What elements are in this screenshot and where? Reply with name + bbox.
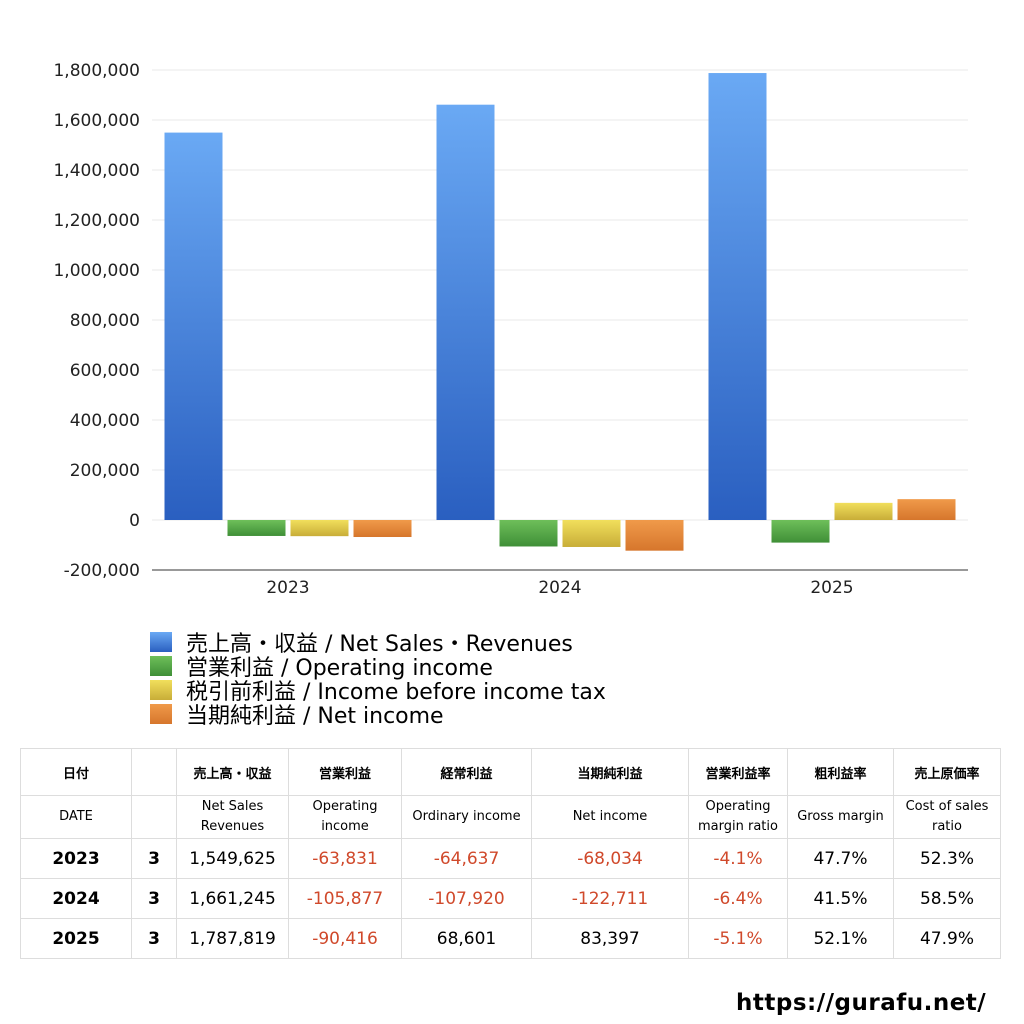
header-cell: 粗利益率 [787, 748, 894, 796]
bar-2023-series-4 [353, 520, 412, 538]
header-cell: Net Sales Revenues [176, 795, 289, 839]
header-cell: 日付 [20, 748, 132, 796]
value-cell: -6.4% [688, 878, 788, 919]
y-tick-label: 1,200,000 [53, 211, 140, 231]
financial-table: 日付 売上高・収益 営業利益 経常利益 当期純利益 営業利益率 粗利益率 売上原価率 DATE N… [20, 748, 1001, 959]
month-cell: 3 [131, 838, 177, 879]
bar-2025-series-4 [897, 499, 956, 520]
value-cell: 52.3% [893, 838, 1001, 879]
value-cell: 1,661,245 [176, 878, 289, 919]
y-tick-label: 0 [129, 511, 140, 531]
legend-item: 税引前利益 / Income before income tax [150, 678, 606, 705]
legend-swatch [150, 680, 172, 700]
year-cell: 2024 [20, 878, 132, 919]
bar-chart: -200,000 0 200,000 400,000 600,000 800,000 1,0… [53, 61, 968, 598]
value-cell: 1,549,625 [176, 838, 289, 879]
header-cell: 経常利益 [401, 748, 532, 796]
header-cell: 営業利益率 [688, 748, 788, 796]
header-cell: Cost of sales ratio [893, 795, 1001, 839]
x-tick-label: 2025 [810, 578, 853, 598]
x-tick-label: 2024 [538, 578, 581, 598]
site-url[interactable]: https://gurafu.net/ [736, 990, 987, 1016]
bar-2023-series-2 [227, 520, 286, 536]
y-tick-label: 1,000,000 [53, 261, 140, 281]
y-axis-ticks: -200,000 0 200,000 400,000 600,000 800,000 1,0… [53, 61, 140, 581]
legend-item: 営業利益 / Operating income [150, 654, 606, 681]
header-cell: 営業利益 [288, 748, 402, 796]
bar-2025-series-3 [834, 502, 893, 520]
bar-2023-series-1 [164, 132, 223, 520]
header-cell: Net income [531, 795, 689, 839]
header-cell: DATE [20, 795, 132, 839]
header-cell: Operating margin ratio [688, 795, 788, 839]
value-cell: -122,711 [531, 878, 689, 919]
header-cell: Gross margin [787, 795, 894, 839]
header-cell: 売上原価率 [893, 748, 1001, 796]
bar-2024-series-3 [562, 520, 621, 547]
y-tick-label: 400,000 [70, 411, 140, 431]
value-cell: 68,601 [401, 918, 532, 959]
table-header-jp: 日付 売上高・収益 営業利益 経常利益 当期純利益 営業利益率 粗利益率 売上原価率 [20, 748, 1001, 796]
bar-2025-series-2 [771, 520, 830, 543]
legend-swatch [150, 704, 172, 724]
bar-2025-series-1 [708, 73, 767, 520]
table-row: 2024 3 1,661,245 -105,877 -107,920 -122,711 -6… [20, 878, 1001, 919]
legend-item: 当期純利益 / Net income [150, 702, 606, 729]
y-tick-label: 1,800,000 [53, 61, 140, 81]
value-cell: 47.9% [893, 918, 1001, 959]
header-cell: 当期純利益 [531, 748, 689, 796]
year-cell: 2025 [20, 918, 132, 959]
table-row: 2025 3 1,787,819 -90,416 68,601 83,397 -5.1% 52… [20, 918, 1001, 959]
bar-2024-series-2 [499, 520, 558, 547]
header-cell [131, 748, 177, 796]
month-cell: 3 [131, 918, 177, 959]
y-tick-label: 200,000 [70, 461, 140, 481]
month-cell: 3 [131, 878, 177, 919]
bar-2024-series-4 [625, 520, 684, 551]
header-cell: Operating income [288, 795, 402, 839]
header-cell: 売上高・収益 [176, 748, 289, 796]
value-cell: 47.7% [787, 838, 894, 879]
legend-label: 売上高・収益 / Net Sales・Revenues [186, 632, 573, 657]
legend-swatch [150, 632, 172, 652]
value-cell: 83,397 [531, 918, 689, 959]
legend-item: 売上高・収益 / Net Sales・Revenues [150, 630, 606, 657]
table-row: 2023 3 1,549,625 -63,831 -64,637 -68,034 -4.1%… [20, 838, 1001, 879]
x-axis-ticks: 2023 2024 2025 [266, 578, 853, 598]
header-cell: Ordinary income [401, 795, 532, 839]
bar-2023-series-3 [290, 520, 349, 537]
bar-2024-series-1 [436, 104, 495, 520]
legend-label: 税引前利益 / Income before income tax [186, 680, 606, 705]
x-tick-label: 2023 [266, 578, 309, 598]
y-tick-label: 1,400,000 [53, 161, 140, 181]
legend-label: 当期純利益 / Net income [186, 704, 444, 729]
bars [164, 73, 956, 551]
legend-swatch [150, 656, 172, 676]
y-tick-label: 800,000 [70, 311, 140, 331]
value-cell: -4.1% [688, 838, 788, 879]
chart-legend: 売上高・収益 / Net Sales・Revenues 営業利益 / Operat… [150, 630, 606, 729]
value-cell: -68,034 [531, 838, 689, 879]
table-header-en: DATE Net Sales Revenues Operating income Ordi… [20, 795, 1001, 839]
value-cell: -105,877 [288, 878, 402, 919]
value-cell: 52.1% [787, 918, 894, 959]
y-tick-label: 1,600,000 [53, 111, 140, 131]
y-tick-label: -200,000 [64, 561, 140, 581]
value-cell: -63,831 [288, 838, 402, 879]
gridlines [152, 69, 968, 521]
value-cell: -90,416 [288, 918, 402, 959]
value-cell: -64,637 [401, 838, 532, 879]
value-cell: 41.5% [787, 878, 894, 919]
y-tick-label: 600,000 [70, 361, 140, 381]
value-cell: 1,787,819 [176, 918, 289, 959]
value-cell: -107,920 [401, 878, 532, 919]
year-cell: 2023 [20, 838, 132, 879]
value-cell: -5.1% [688, 918, 788, 959]
value-cell: 58.5% [893, 878, 1001, 919]
legend-label: 営業利益 / Operating income [186, 656, 493, 681]
header-cell [131, 795, 177, 839]
